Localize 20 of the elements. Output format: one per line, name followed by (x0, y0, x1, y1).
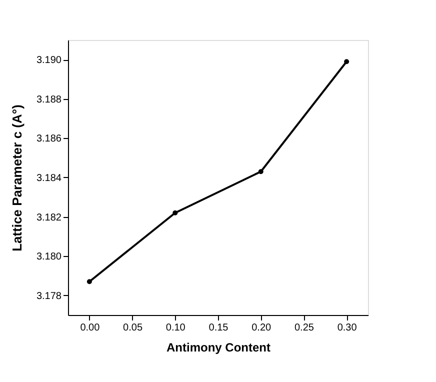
x-tick-label: 0.30 (337, 322, 358, 334)
y-tick-label: 3.190 (36, 55, 62, 66)
point (258, 169, 264, 174)
point (86, 279, 92, 284)
x-tick-label: 0.00 (80, 322, 100, 334)
y-tick-label: 3.184 (36, 173, 62, 184)
y-axis-title: Lattice Parameter c (A°) (9, 104, 24, 252)
point (344, 59, 350, 64)
x-tick-label: 0.10 (166, 322, 186, 334)
y-tick-label: 3.182 (36, 212, 62, 224)
x-tick-label: 0.20 (252, 322, 272, 334)
x-tick-label: 0.15 (208, 322, 229, 334)
y-tick-label: 3.180 (36, 252, 62, 263)
point (172, 210, 178, 216)
x-tick-label: 0.05 (123, 322, 143, 334)
x-tick-label: 0.25 (294, 322, 314, 334)
y-tick-label: 3.186 (36, 134, 62, 145)
y-tick-label: 3.188 (36, 94, 62, 106)
x-axis-title: Antimony Content (166, 340, 270, 354)
y-tick-label: 3.178 (36, 290, 62, 302)
